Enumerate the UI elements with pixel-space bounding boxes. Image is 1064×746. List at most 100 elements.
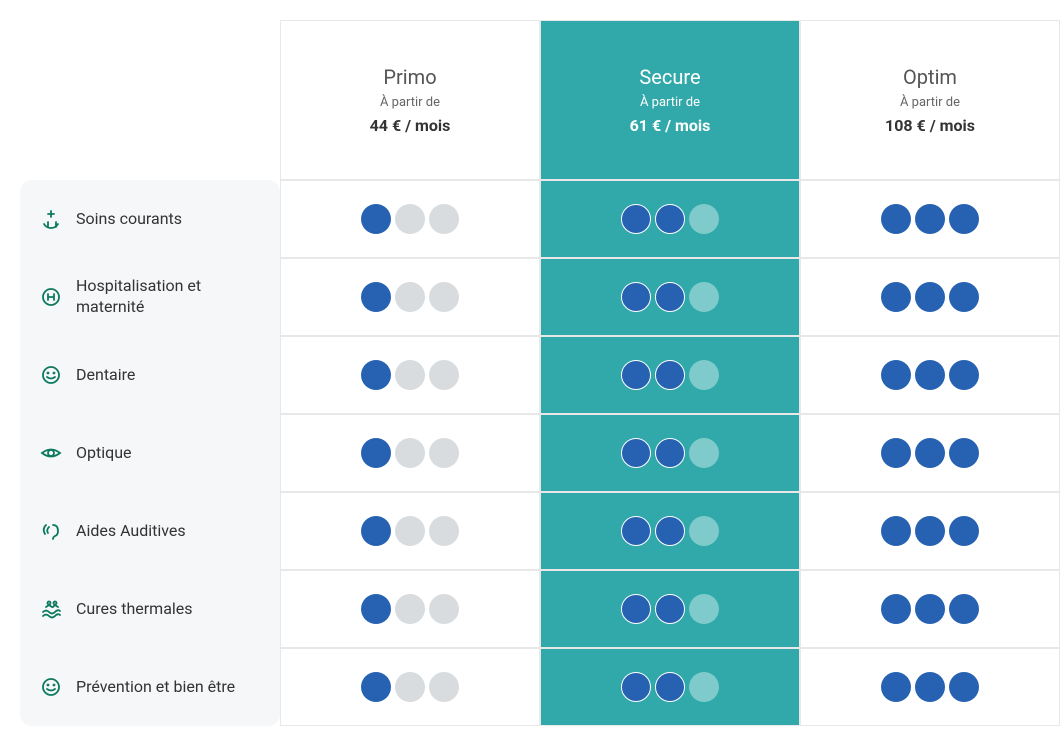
feature-value-cell (540, 414, 800, 492)
dot-filled (655, 672, 685, 702)
feature-value-cell (280, 648, 540, 726)
dot-empty (395, 594, 425, 624)
feature-label: Hospitalisation et maternité (76, 276, 260, 318)
feature-value-cell (280, 336, 540, 414)
dot-empty (429, 282, 459, 312)
rating-dots (881, 360, 979, 390)
rating-dots (361, 438, 459, 468)
dot-filled (621, 438, 651, 468)
dot-filled (655, 438, 685, 468)
rating-dots (361, 282, 459, 312)
dot-empty (689, 360, 719, 390)
feature-label-row: Cures thermales (20, 570, 280, 648)
plan-header-optim[interactable]: OptimÀ partir de108 € / mois (800, 20, 1060, 180)
dot-filled (621, 516, 651, 546)
empty-corner (20, 20, 280, 180)
feature-value-cell (800, 180, 1060, 258)
feature-value-cell (280, 414, 540, 492)
dot-empty (429, 516, 459, 546)
rating-dots (361, 594, 459, 624)
rating-dots (881, 282, 979, 312)
plan-name: Optim (903, 65, 957, 89)
feature-value-cell (540, 492, 800, 570)
dot-empty (395, 360, 425, 390)
dot-filled (915, 672, 945, 702)
rating-dots (881, 516, 979, 546)
feature-value-cell (800, 648, 1060, 726)
dot-filled (915, 204, 945, 234)
dot-filled (949, 438, 979, 468)
feature-label: Cures thermales (76, 599, 193, 620)
dot-filled (881, 282, 911, 312)
smile-icon (40, 676, 62, 698)
dot-filled (949, 516, 979, 546)
dot-filled (949, 360, 979, 390)
dot-filled (621, 672, 651, 702)
plan-header-primo[interactable]: PrimoÀ partir de44 € / mois (280, 20, 540, 180)
dot-empty (429, 594, 459, 624)
plan-header-secure[interactable]: SecureÀ partir de61 € / mois (540, 20, 800, 180)
rating-dots (361, 672, 459, 702)
dot-filled (361, 282, 391, 312)
hospital-icon (40, 286, 62, 308)
dot-empty (395, 204, 425, 234)
plan-from-label: À partir de (640, 95, 700, 110)
feature-label-row: Aides Auditives (20, 492, 280, 570)
dot-filled (621, 594, 651, 624)
dot-filled (949, 594, 979, 624)
dot-filled (949, 204, 979, 234)
dot-filled (949, 672, 979, 702)
dot-filled (881, 672, 911, 702)
rating-dots (621, 204, 719, 234)
dot-empty (395, 672, 425, 702)
dot-filled (881, 360, 911, 390)
feature-value-cell (540, 336, 800, 414)
feature-value-cell (280, 258, 540, 336)
rating-dots (621, 672, 719, 702)
rating-dots (881, 438, 979, 468)
feature-value-cell (280, 570, 540, 648)
feature-value-cell (800, 258, 1060, 336)
plan-name: Primo (383, 65, 436, 89)
rating-dots (621, 360, 719, 390)
rating-dots (361, 204, 459, 234)
dot-filled (621, 204, 651, 234)
feature-label-row: Optique (20, 414, 280, 492)
eye-icon (40, 442, 62, 464)
feature-label: Aides Auditives (76, 521, 186, 542)
plan-from-label: À partir de (900, 95, 960, 110)
plan-price: 61 € / mois (630, 116, 711, 135)
dot-filled (949, 282, 979, 312)
dot-filled (915, 438, 945, 468)
rating-dots (361, 516, 459, 546)
dot-filled (915, 516, 945, 546)
dot-filled (621, 360, 651, 390)
feature-value-cell (540, 648, 800, 726)
dot-empty (395, 438, 425, 468)
dot-filled (881, 438, 911, 468)
dot-empty (689, 672, 719, 702)
feature-label-row: Dentaire (20, 336, 280, 414)
dot-filled (655, 516, 685, 546)
feature-label-row: Prévention et bien être (20, 648, 280, 726)
dot-empty (689, 204, 719, 234)
comparison-table: PrimoÀ partir de44 € / moisSecureÀ parti… (20, 20, 1044, 726)
feature-value-cell (800, 570, 1060, 648)
dot-filled (361, 594, 391, 624)
dot-filled (655, 282, 685, 312)
feature-label-row: Soins courants (20, 180, 280, 258)
dot-empty (689, 594, 719, 624)
feature-value-cell (540, 180, 800, 258)
dot-empty (395, 516, 425, 546)
rating-dots (621, 438, 719, 468)
dot-filled (881, 204, 911, 234)
dot-filled (881, 594, 911, 624)
hands-medical-icon (40, 208, 62, 230)
dot-empty (689, 282, 719, 312)
feature-label: Soins courants (76, 209, 182, 230)
rating-dots (621, 516, 719, 546)
rating-dots (361, 360, 459, 390)
rating-dots (881, 204, 979, 234)
dot-filled (655, 594, 685, 624)
waves-icon (40, 598, 62, 620)
